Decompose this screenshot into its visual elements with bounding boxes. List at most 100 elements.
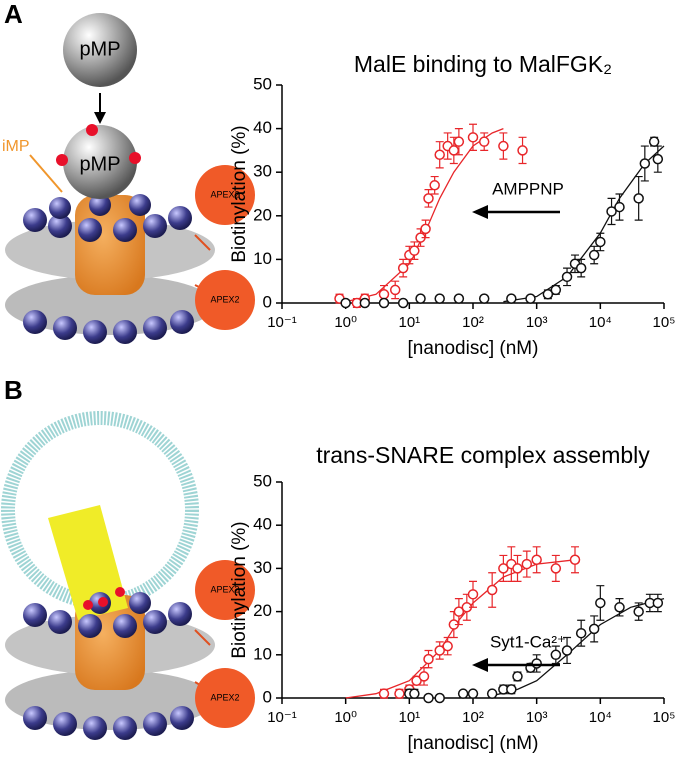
data-point	[512, 671, 523, 682]
panel-letter: A	[4, 0, 23, 29]
x-tick-label: 10²	[462, 314, 484, 331]
annotation: Syt1-Ca²⁺	[490, 632, 566, 651]
y-tick-label: 0	[263, 687, 272, 706]
data-point	[531, 554, 542, 566]
data-point	[550, 649, 562, 661]
x-tick-label: 10⁰	[334, 709, 357, 726]
data-point	[486, 688, 498, 699]
data-point	[420, 223, 431, 235]
data-point	[652, 597, 664, 609]
illustration-b: APEX2 APEX2	[1, 411, 255, 740]
data-point	[409, 688, 420, 699]
y-tick-label: 0	[263, 292, 272, 311]
data-point	[525, 293, 536, 304]
data-point	[595, 597, 606, 609]
data-point	[639, 158, 651, 169]
illustration-label: APEX2	[210, 189, 239, 199]
data-point	[531, 658, 542, 669]
data-point	[506, 684, 517, 695]
panel-letter: B	[4, 375, 23, 405]
data-point	[442, 640, 453, 652]
data-point	[561, 645, 573, 656]
x-axis-label: [nanodisc] (nM)	[408, 733, 539, 754]
chart: 0 10 20 30 40 50 10⁻¹ 10⁰ 10¹ 10² 10³ 10⁴ 10⁵ [nanodi…	[229, 442, 675, 754]
data-point	[614, 602, 625, 613]
x-tick-label: 10⁻¹	[267, 314, 297, 331]
x-tick-label: 10⁴	[589, 314, 612, 331]
data-point	[550, 563, 562, 574]
data-point	[561, 271, 573, 283]
fit-curve	[503, 145, 665, 303]
data-point	[378, 289, 390, 300]
data-point	[397, 262, 409, 274]
data-point	[575, 627, 587, 639]
data-point	[652, 153, 664, 165]
x-tick-label: 10⁰	[334, 314, 357, 331]
data-point	[588, 249, 600, 261]
chart-title: trans-SNARE complex assembly	[316, 442, 650, 468]
chart-title: MalE binding to MalFGK₂	[354, 51, 612, 77]
data-point	[378, 688, 390, 699]
data-point	[434, 293, 445, 304]
y-tick-label: 30	[253, 162, 272, 181]
data-point	[569, 554, 581, 566]
data-point	[521, 558, 533, 570]
data-point	[550, 284, 562, 296]
data-point	[457, 688, 469, 699]
y-tick-label: 20	[253, 205, 272, 224]
data-point	[467, 132, 479, 143]
data-point	[614, 201, 625, 213]
y-tick-label: 10	[253, 644, 272, 663]
data-point	[418, 671, 430, 682]
data-point	[498, 563, 509, 574]
y-tick-label: 10	[253, 249, 272, 268]
illustration-label: pMP	[79, 38, 120, 60]
data-point	[423, 193, 434, 204]
data-point	[478, 293, 490, 304]
annotation-arrowhead	[472, 205, 488, 219]
data-point	[453, 606, 465, 617]
illustration-label: iMP	[2, 138, 30, 155]
data-point	[429, 180, 440, 191]
data-point	[467, 688, 479, 699]
data-point	[506, 293, 517, 304]
annotation: AMPPNP	[492, 179, 564, 198]
data-point	[415, 293, 426, 304]
data-point	[359, 297, 371, 309]
x-tick-label: 10⁻¹	[267, 709, 297, 726]
data-point	[517, 145, 528, 156]
data-point	[378, 297, 390, 309]
y-axis-label: Biotinylation (%)	[229, 125, 250, 262]
illustration-label: APEX2	[210, 692, 239, 702]
x-tick-label: 10¹	[398, 709, 420, 726]
data-point	[423, 692, 434, 704]
y-tick-label: 40	[253, 515, 272, 534]
chart: 0 10 20 30 40 50 10⁻¹ 10⁰ 10¹ 10² 10³ 10⁴ 10⁵ [nanodi…	[229, 51, 675, 359]
y-axis-label: Biotinylation (%)	[229, 521, 250, 658]
data-point	[633, 606, 644, 617]
data-point	[595, 236, 606, 248]
illustration-a: pMP pMP iMP APEX2 APEX2	[2, 13, 255, 344]
x-tick-label: 10⁴	[589, 709, 612, 726]
illustration-label: pMP	[79, 153, 120, 175]
x-tick-label: 10²	[462, 709, 484, 726]
data-point	[575, 262, 587, 274]
data-point	[498, 140, 509, 152]
y-tick-label: 20	[253, 601, 272, 620]
data-point	[434, 692, 445, 704]
data-point	[389, 284, 401, 296]
data-point	[434, 149, 445, 161]
data-point	[397, 297, 409, 309]
data-point	[633, 193, 644, 204]
data-point	[486, 584, 498, 596]
y-tick-label: 40	[253, 118, 272, 137]
data-point	[434, 645, 445, 656]
annotation-arrowhead	[472, 658, 488, 672]
data-point	[423, 653, 434, 665]
x-axis-label: [nanodisc] (nM)	[408, 338, 539, 359]
data-point	[512, 563, 523, 574]
data-point	[394, 688, 405, 699]
x-tick-label: 10³	[526, 314, 548, 331]
data-point	[409, 245, 420, 256]
